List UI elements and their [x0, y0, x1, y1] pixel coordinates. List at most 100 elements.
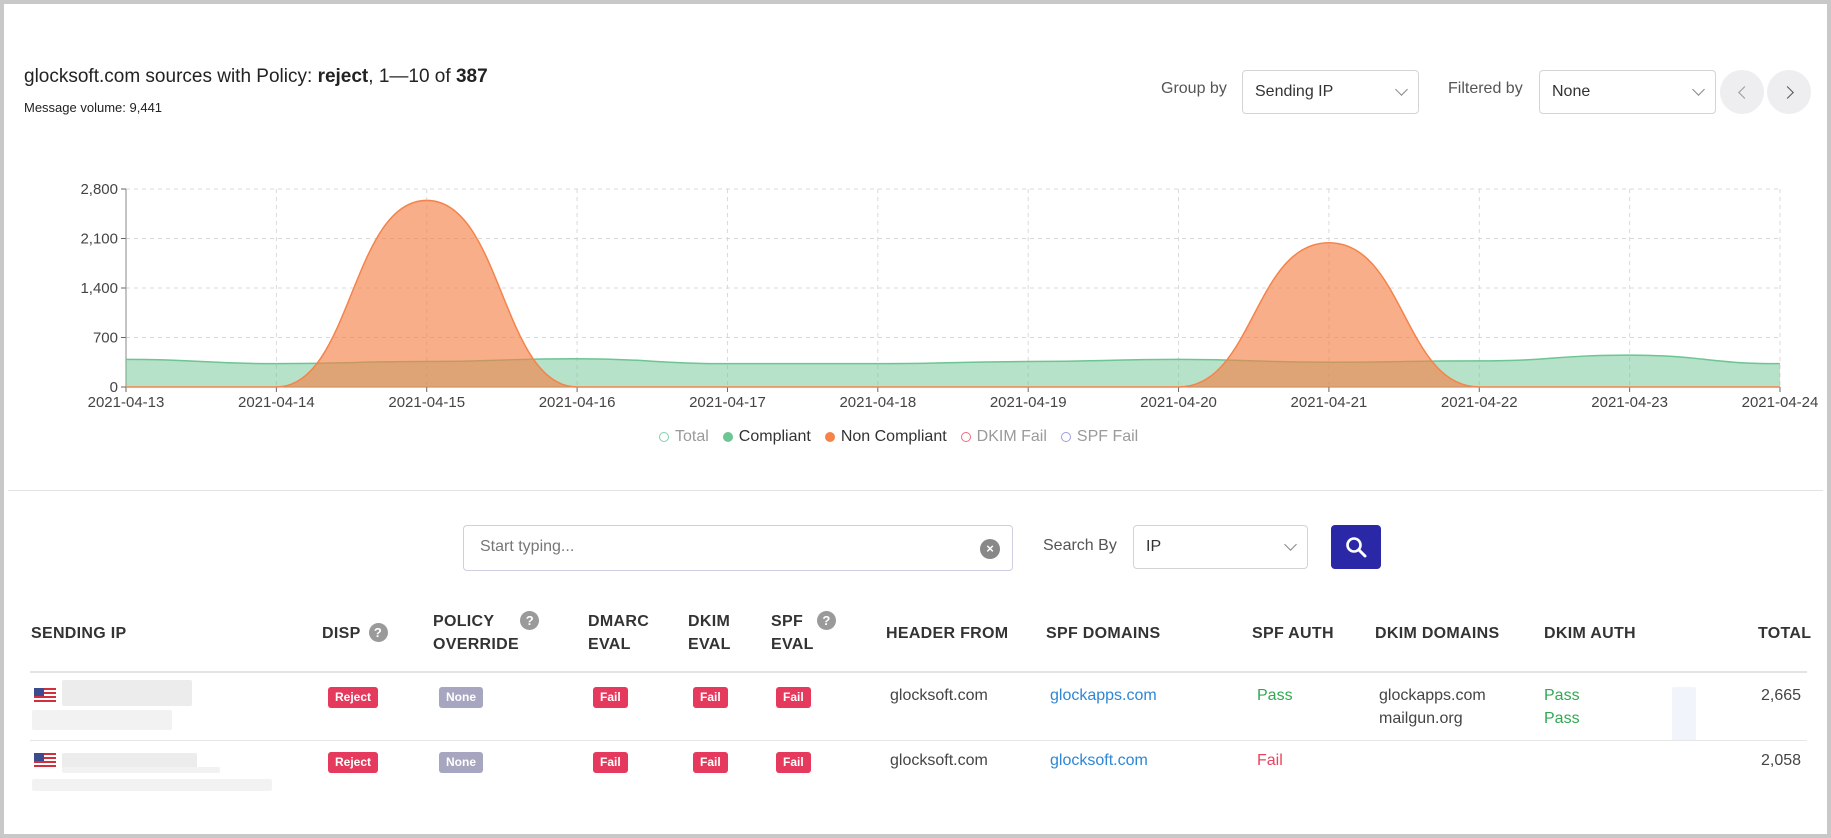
search-input[interactable] — [480, 538, 950, 556]
x-tick-label: 2021-04-16 — [539, 394, 616, 411]
chevron-right-icon — [1780, 85, 1794, 99]
x-tick-label: 2021-04-20 — [1140, 394, 1217, 411]
search-button[interactable] — [1331, 525, 1381, 569]
y-tick-label: 2,800 — [80, 181, 118, 198]
spf-domain-link[interactable]: glockapps.com — [1050, 687, 1157, 704]
policy-override-badge: None — [439, 752, 483, 773]
policy-override-badge: None — [439, 687, 483, 708]
us-flag-icon — [34, 688, 56, 702]
y-tick-label: 700 — [93, 330, 118, 347]
help-icon[interactable]: ? — [520, 611, 540, 630]
x-tick-label: 2021-04-22 — [1441, 394, 1518, 411]
next-page-button[interactable] — [1767, 70, 1811, 114]
col-sending-ip[interactable]: SENDING IP — [31, 625, 127, 642]
x-tick-label: 2021-04-19 — [990, 394, 1067, 411]
chevron-down-icon — [1395, 83, 1408, 96]
spf-eval-badge: Fail — [776, 752, 811, 773]
header-from: glocksoft.com — [890, 752, 988, 769]
col-dkim-auth[interactable]: DKIM AUTH — [1544, 625, 1636, 642]
dmarc-eval-badge: Fail — [593, 752, 628, 773]
us-flag-icon — [34, 753, 56, 767]
legend-marker-icon — [960, 432, 971, 442]
y-tick-label: 0 — [110, 379, 118, 396]
search-by-select[interactable]: IP — [1133, 525, 1308, 569]
volume-chart: 0 700 1,400 2,100 2,800 2021-04-13 2021-04-14 2… — [80, 181, 1819, 411]
col-header-from[interactable]: HEADER FROM — [886, 625, 1009, 642]
col-dkim-eval[interactable]: DKIM EVAL — [688, 613, 731, 653]
message-volume: Message volume: 9,441 — [24, 100, 163, 115]
series-area-non-compliant — [126, 200, 1780, 387]
filtered-by-value: None — [1552, 83, 1591, 100]
spf-domain-link[interactable]: glocksoft.com — [1050, 752, 1148, 769]
col-spf-eval[interactable]: SPF? EVAL — [771, 610, 837, 656]
dkim-auth: Pass — [1544, 687, 1580, 704]
col-dkim-domains[interactable]: DKIM DOMAINS — [1375, 625, 1500, 642]
legend-label: SPF Fail — [1076, 428, 1139, 445]
spf-auth: Fail — [1257, 752, 1283, 769]
y-tick-label: 1,400 — [80, 280, 118, 297]
volume-sparkbar — [1672, 687, 1696, 741]
x-tick-label: 2021-04-15 — [388, 394, 465, 411]
clear-icon[interactable]: × — [980, 539, 1000, 559]
group-by-label: Group by — [1161, 80, 1227, 97]
disp-badge: Reject — [328, 687, 379, 708]
dmarc-eval-badge: Fail — [593, 687, 628, 708]
legend-item[interactable]: DKIM Fail — [960, 428, 1047, 446]
legend-marker-icon — [824, 432, 835, 442]
legend-label: Total — [675, 428, 709, 445]
col-total[interactable]: TOTAL — [1758, 625, 1812, 642]
x-tick-label: 2021-04-17 — [689, 394, 766, 411]
col-dmarc-eval[interactable]: DMARC EVAL — [588, 613, 650, 653]
chevron-down-icon — [1692, 83, 1705, 96]
legend-label: Non Compliant — [840, 428, 947, 445]
x-tick-label: 2021-04-21 — [1291, 394, 1368, 411]
dkim-eval-badge: Fail — [693, 687, 728, 708]
group-by-select[interactable]: Sending IP — [1242, 70, 1419, 114]
table-header-divider — [30, 671, 1807, 673]
redacted-hostname — [32, 710, 172, 730]
search-by-label: Search By — [1043, 537, 1117, 554]
chevron-left-icon — [1737, 85, 1751, 99]
legend-marker-icon — [1060, 432, 1071, 442]
redacted-ip — [62, 753, 197, 769]
help-icon[interactable]: ? — [368, 623, 388, 642]
help-icon[interactable]: ? — [817, 611, 837, 630]
legend-item[interactable]: SPF Fail — [1060, 428, 1139, 446]
col-disp[interactable]: DISP? — [322, 622, 388, 645]
spf-auth: Pass — [1257, 687, 1293, 704]
redacted-ip — [62, 767, 220, 773]
page-title: glocksoft.com sources with Policy: rejec… — [24, 66, 488, 87]
col-spf-auth[interactable]: SPF AUTH — [1252, 625, 1334, 642]
redacted-hostname — [32, 779, 272, 791]
y-tick-label: 2,100 — [80, 231, 118, 248]
legend-item[interactable]: Total — [659, 428, 709, 446]
section-divider — [8, 490, 1823, 491]
prev-page-button[interactable] — [1720, 70, 1764, 114]
total-count: 2,665 — [1761, 687, 1802, 704]
x-tick-label: 2021-04-24 — [1742, 394, 1819, 411]
legend-marker-icon — [659, 432, 669, 442]
redacted-ip — [62, 680, 192, 706]
dkim-auth: Pass — [1544, 710, 1580, 727]
group-by-value: Sending IP — [1255, 83, 1334, 100]
total-count: 2,058 — [1761, 752, 1802, 769]
x-tick-label: 2021-04-18 — [839, 394, 916, 411]
dkim-domain: glockapps.com — [1379, 687, 1486, 704]
x-tick-label: 2021-04-13 — [88, 394, 165, 411]
series-line-non-compliant — [126, 199, 1780, 388]
legend-label: DKIM Fail — [976, 428, 1047, 445]
filtered-by-select[interactable]: None — [1539, 70, 1716, 114]
row-divider — [30, 740, 1807, 741]
col-spf-domains[interactable]: SPF DOMAINS — [1046, 625, 1161, 642]
legend-item[interactable]: Compliant — [722, 428, 811, 446]
col-policy-override[interactable]: POLICY? OVERRIDE — [433, 610, 540, 656]
chart-legend: Total Compliant Non Compliant DKIM Fail SPF … — [659, 428, 1138, 446]
disp-badge: Reject — [328, 752, 379, 773]
spf-eval-badge: Fail — [776, 687, 811, 708]
x-tick-label: 2021-04-14 — [238, 394, 315, 411]
legend-item[interactable]: Non Compliant — [824, 428, 947, 446]
header-from: glocksoft.com — [890, 687, 988, 704]
dkim-domain: mailgun.org — [1379, 710, 1463, 727]
legend-label: Compliant — [738, 428, 811, 445]
